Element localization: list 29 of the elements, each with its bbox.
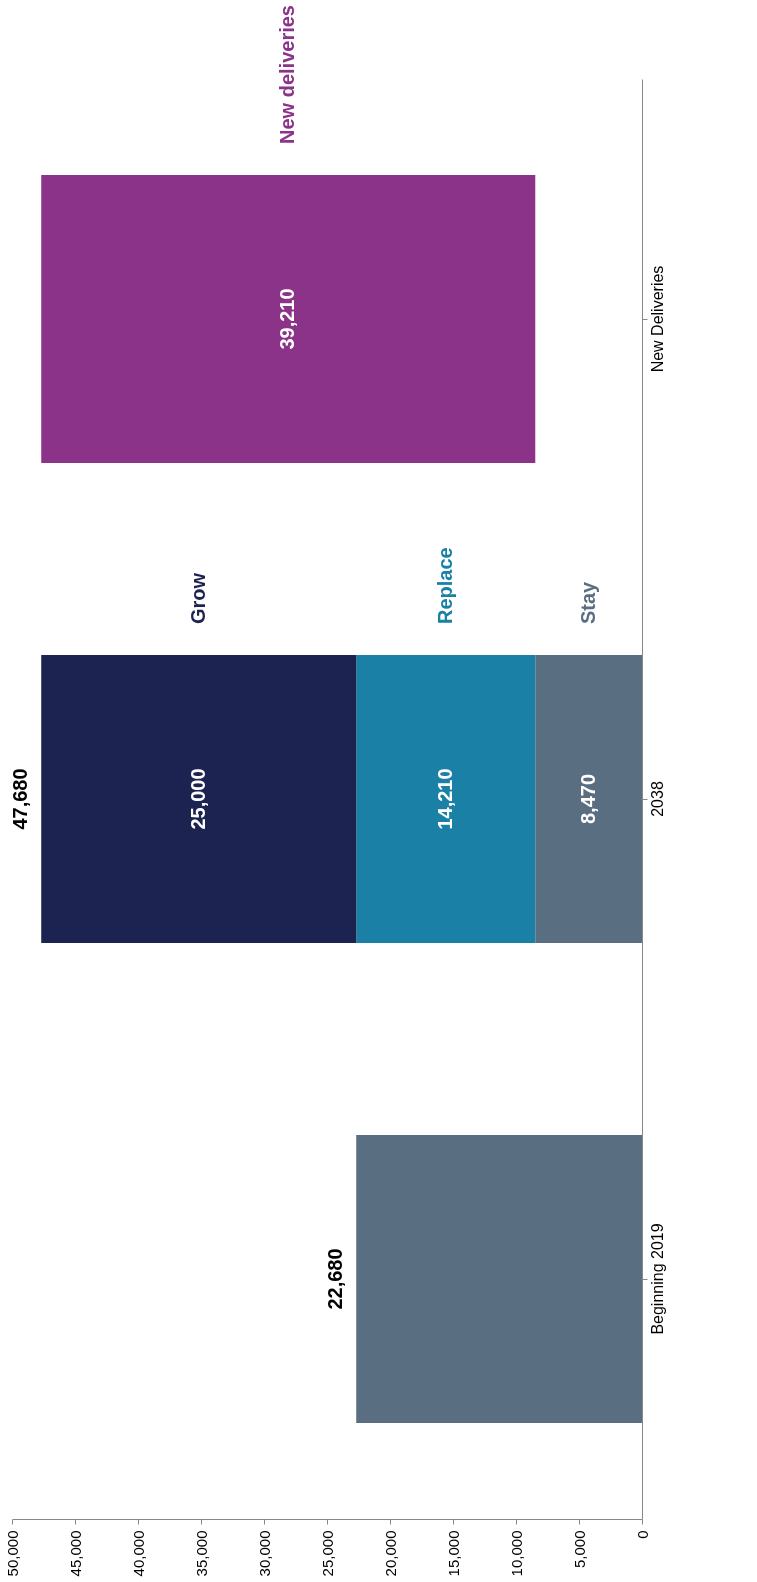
y-tick-label: New Deliveries: [648, 265, 666, 373]
x-tick-label: 10,000: [507, 1530, 525, 1577]
x-tick-label: 5,000: [570, 1530, 588, 1569]
x-tick-label: 25,000: [318, 1530, 336, 1577]
x-tick-label: 40,000: [129, 1530, 147, 1577]
x-tick-label: 15,000: [444, 1530, 462, 1577]
text: Grow: [186, 572, 209, 624]
x-tick-label: 50,000: [3, 1530, 21, 1577]
bar: [356, 655, 536, 943]
data-label: 25,000: [186, 768, 209, 830]
data-label: 14,210: [433, 768, 456, 830]
bar: [535, 655, 642, 943]
x-tick-label: 20,000: [381, 1530, 399, 1577]
total-label: 22,680: [324, 1248, 347, 1310]
text: Stay: [576, 580, 599, 624]
x-tick-label: 0: [633, 1530, 651, 1539]
bar: [41, 655, 357, 943]
y-tick-label: 2038: [648, 781, 666, 817]
x-tick-label: 45,000: [66, 1530, 84, 1577]
x-tick-label: 30,000: [255, 1530, 273, 1577]
bar: [41, 175, 536, 463]
total-label: 47,680: [9, 768, 32, 830]
data-label: 8,470: [576, 773, 599, 825]
text: Replace: [433, 547, 456, 624]
x-tick-label: 35,000: [192, 1530, 210, 1577]
bar: [356, 1135, 642, 1423]
y-tick-label: Beginning 2019: [648, 1223, 666, 1335]
text: New deliveries: [276, 5, 299, 144]
data-label: 39,210: [276, 288, 299, 350]
